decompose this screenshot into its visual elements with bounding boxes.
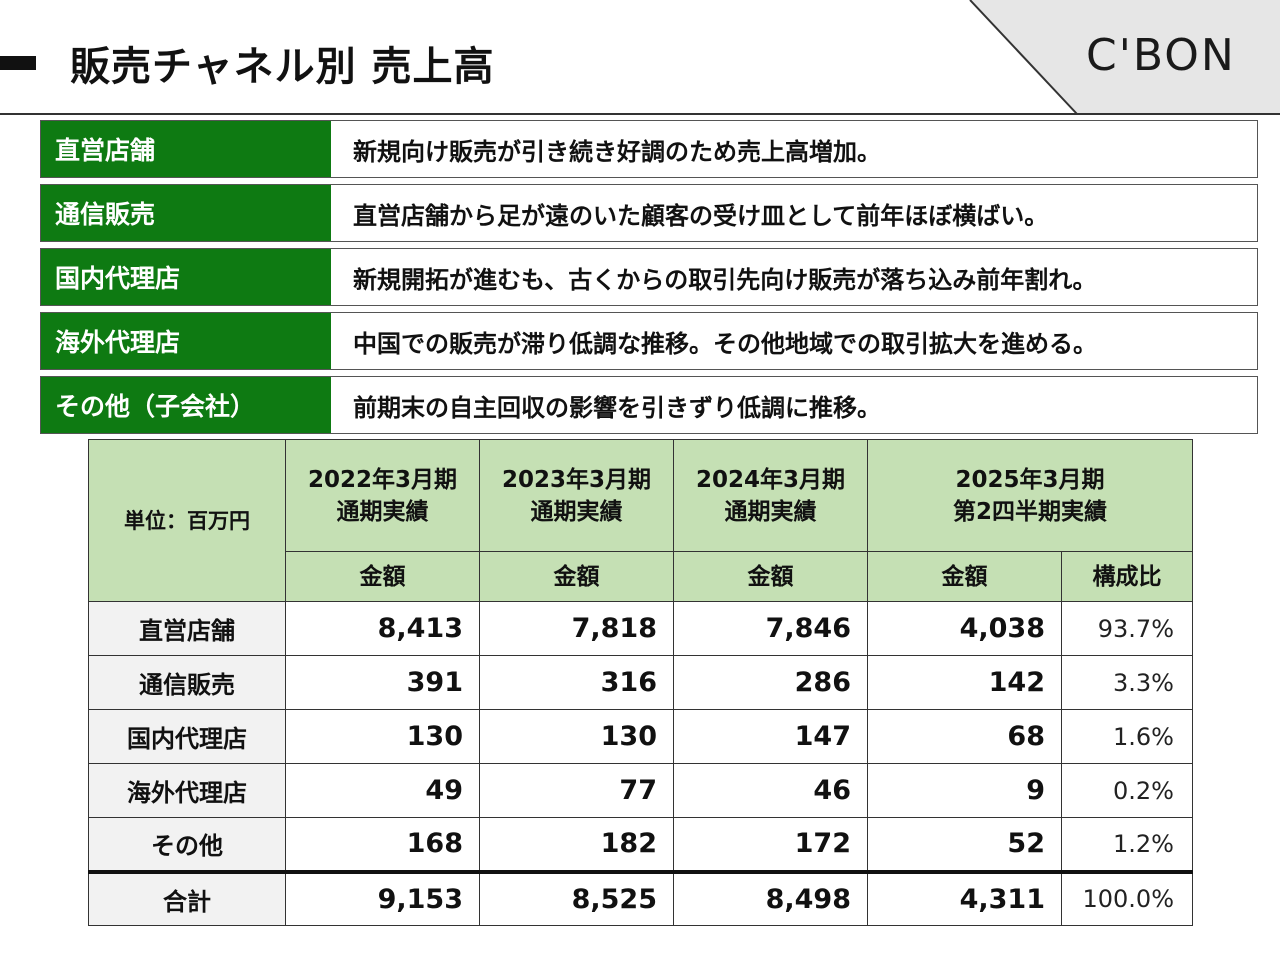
channel-row-overseas-agent: 海外代理店 中国での販売が滞り低調な推移。その他地域での取引拡大を進める。 <box>40 312 1258 370</box>
amount-cell: 7,846 <box>673 601 868 656</box>
channel-row-domestic-agent: 国内代理店 新規開拓が進むも、古くからの取引先向け販売が落ち込み前年割れ。 <box>40 248 1258 306</box>
amount-header: 金額 <box>673 551 868 602</box>
period-header: 2025年3月期 第2四半期実績 <box>867 439 1193 552</box>
amount-cell: 130 <box>285 709 480 764</box>
amount-cell: 168 <box>285 817 480 872</box>
amount-cell: 9 <box>867 763 1062 818</box>
ratio-cell: 0.2% <box>1061 763 1193 818</box>
ratio-cell: 1.6% <box>1061 709 1193 764</box>
amount-cell: 4,311 <box>867 869 1062 926</box>
amount-header: 金額 <box>867 551 1062 602</box>
amount-header: 金額 <box>285 551 480 602</box>
table-row: 国内代理店 130 130 147 68 1.6% <box>88 709 1193 764</box>
row-label: 合計 <box>88 869 286 926</box>
table-total-row: 合計 9,153 8,525 8,498 4,311 100.0% <box>88 869 1193 926</box>
amount-cell: 391 <box>285 655 480 710</box>
sales-table: 単位：百万円 2022年3月期 通期実績 2023年3月期 通期実績 2024年3月… <box>88 439 1193 926</box>
channel-label: 通信販売 <box>41 185 331 241</box>
amount-cell: 172 <box>673 817 868 872</box>
channel-row-other: その他（子会社） 前期末の自主回収の影響を引きずり低調に推移。 <box>40 376 1258 434</box>
logo-panel <box>0 0 1280 115</box>
amount-cell: 286 <box>673 655 868 710</box>
title-accent-bar <box>0 56 36 70</box>
channel-description: 新規向け販売が引き続き好調のため売上高増加。 <box>353 137 881 166</box>
channel-description: 直営店舗から足が遠のいた顧客の受け皿として前年ほぼ横ばい。 <box>353 201 1049 230</box>
amount-cell: 46 <box>673 763 868 818</box>
channel-row-mailorder: 通信販売 直営店舗から足が遠のいた顧客の受け皿として前年ほぼ横ばい。 <box>40 184 1258 242</box>
row-label: 国内代理店 <box>88 709 286 764</box>
page-title: 販売チャネル別 売上高 <box>70 44 495 90</box>
ratio-header: 構成比 <box>1061 551 1193 602</box>
channel-description: 新規開拓が進むも、古くからの取引先向け販売が落ち込み前年割れ。 <box>353 265 1097 294</box>
row-label: その他 <box>88 817 286 872</box>
amount-cell: 316 <box>479 655 674 710</box>
channel-label: 国内代理店 <box>41 249 331 305</box>
ratio-cell: 100.0% <box>1061 869 1193 926</box>
amount-cell: 8,498 <box>673 869 868 926</box>
amount-header: 金額 <box>479 551 674 602</box>
ratio-cell: 1.2% <box>1061 817 1193 872</box>
brand-logo: C'BON <box>1086 30 1236 81</box>
row-label: 直営店舗 <box>88 601 286 656</box>
amount-cell: 7,818 <box>479 601 674 656</box>
amount-cell: 52 <box>867 817 1062 872</box>
channel-row-direct: 直営店舗 新規向け販売が引き続き好調のため売上高増加。 <box>40 120 1258 178</box>
period-header: 2023年3月期 通期実績 <box>479 439 674 552</box>
amount-cell: 182 <box>479 817 674 872</box>
amount-cell: 4,038 <box>867 601 1062 656</box>
amount-cell: 142 <box>867 655 1062 710</box>
amount-cell: 130 <box>479 709 674 764</box>
channel-description: 前期末の自主回収の影響を引きずり低調に推移。 <box>353 393 881 422</box>
channel-description: 中国での販売が滞り低調な推移。その他地域での取引拡大を進める。 <box>353 329 1097 358</box>
unit-label: 単位：百万円 <box>88 439 286 602</box>
channel-label: 直営店舗 <box>41 121 331 177</box>
amount-cell: 9,153 <box>285 869 480 926</box>
period-header: 2022年3月期 通期実績 <box>285 439 480 552</box>
amount-cell: 68 <box>867 709 1062 764</box>
ratio-cell: 93.7% <box>1061 601 1193 656</box>
amount-cell: 8,525 <box>479 869 674 926</box>
table-row: 通信販売 391 316 286 142 3.3% <box>88 655 1193 710</box>
amount-cell: 49 <box>285 763 480 818</box>
table-row: その他 168 182 172 52 1.2% <box>88 817 1193 872</box>
amount-cell: 8,413 <box>285 601 480 656</box>
period-header: 2024年3月期 通期実績 <box>673 439 868 552</box>
ratio-cell: 3.3% <box>1061 655 1193 710</box>
amount-cell: 77 <box>479 763 674 818</box>
channel-label: 海外代理店 <box>41 313 331 369</box>
table-row: 海外代理店 49 77 46 9 0.2% <box>88 763 1193 818</box>
row-label: 海外代理店 <box>88 763 286 818</box>
row-label: 通信販売 <box>88 655 286 710</box>
table-row: 直営店舗 8,413 7,818 7,846 4,038 93.7% <box>88 601 1193 656</box>
amount-cell: 147 <box>673 709 868 764</box>
channel-label: その他（子会社） <box>41 377 331 433</box>
